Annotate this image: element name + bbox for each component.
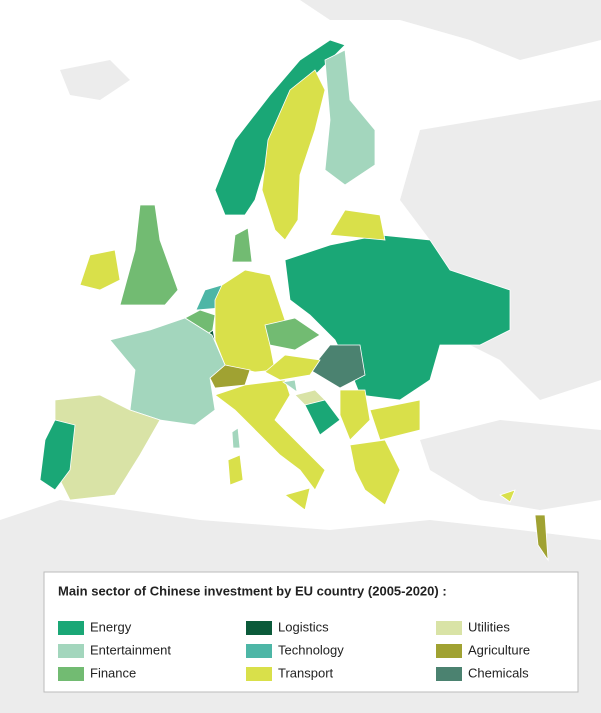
countries [39, 39, 549, 562]
country [214, 379, 326, 491]
country [304, 399, 341, 436]
country [284, 234, 511, 401]
country [231, 227, 253, 263]
legend-label: Transport [278, 665, 334, 680]
legend-label: Technology [278, 642, 344, 657]
legend-box [43, 571, 579, 693]
legend-swatch [246, 667, 272, 681]
country [79, 249, 121, 291]
country [309, 344, 366, 389]
country [264, 317, 321, 351]
country [264, 354, 321, 381]
country [284, 487, 311, 511]
legend-swatch [58, 667, 84, 681]
legend-title: Main sector of Chinese investment by EU … [58, 583, 447, 598]
country [534, 514, 549, 562]
legend-label: Logistics [278, 619, 329, 634]
country [214, 39, 346, 216]
legend-label: Finance [90, 665, 136, 680]
legend: Main sector of Chinese investment by EU … [43, 571, 579, 693]
country [499, 489, 516, 503]
country [369, 399, 421, 441]
legend-swatch [246, 644, 272, 658]
legend-swatch [58, 644, 84, 658]
country [329, 209, 386, 241]
legend-label: Entertainment [90, 642, 171, 657]
legend-swatch [246, 621, 272, 635]
legend-label: Utilities [468, 619, 510, 634]
country [109, 317, 226, 426]
country [119, 204, 179, 306]
country [227, 454, 244, 486]
country [261, 69, 326, 241]
legend-label: Energy [90, 619, 132, 634]
country [349, 439, 401, 506]
country [339, 389, 371, 441]
legend-swatch [58, 621, 84, 635]
legend-swatch [436, 667, 462, 681]
legend-swatch [436, 621, 462, 635]
country [281, 379, 298, 393]
country [324, 49, 376, 186]
legend-label: Agriculture [468, 642, 530, 657]
country [231, 427, 241, 449]
legend-label: Chemicals [468, 665, 529, 680]
legend-swatch [436, 644, 462, 658]
country [39, 419, 76, 491]
